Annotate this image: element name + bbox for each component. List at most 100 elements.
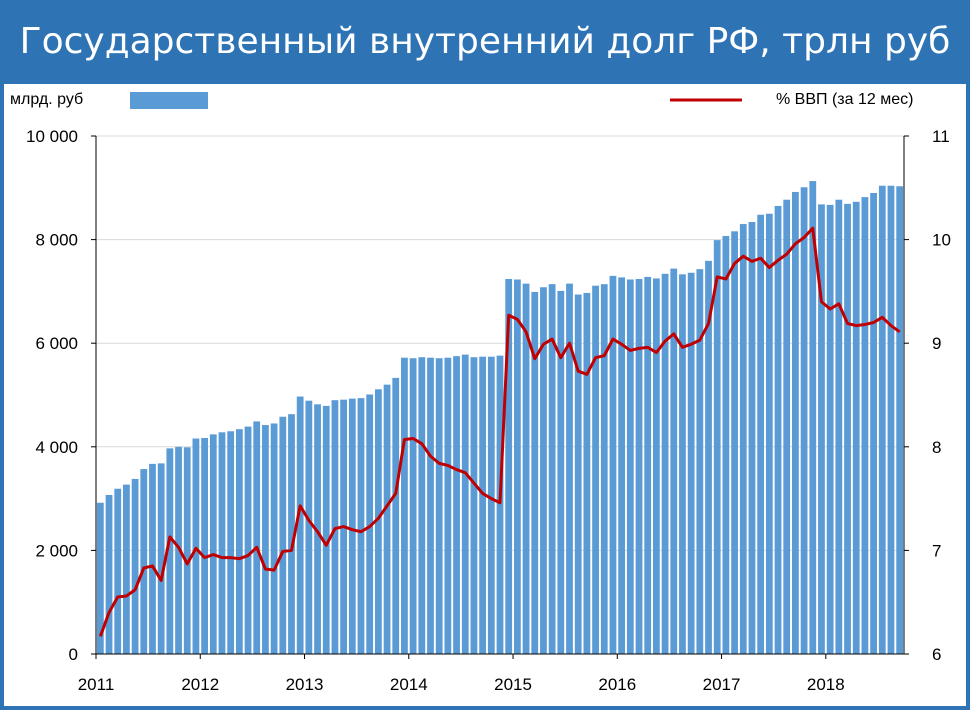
bar [626, 279, 634, 654]
bar [566, 283, 573, 654]
bar [809, 181, 817, 654]
axes: 0 2 000 4 000 6 000 8 000 10 000 6 7 8 9 10 11 2011 2… [26, 127, 951, 694]
bar [227, 431, 235, 654]
chart-panel: 0 2 000 4 000 6 000 8 000 10 000 6 7 8 9 10 11 2011 2… [4, 84, 966, 706]
bar [149, 463, 156, 654]
y-left-tick-label: 4 000 [35, 438, 78, 457]
bar [583, 292, 591, 654]
bar [392, 377, 400, 654]
bar [774, 205, 782, 654]
bar [792, 191, 799, 654]
chart: 0 2 000 4 000 6 000 8 000 10 000 6 7 8 9 10 11 2011 2… [10, 91, 951, 694]
bar [183, 447, 191, 654]
bar [540, 287, 547, 654]
bar [531, 291, 539, 654]
bar [418, 357, 426, 654]
bar [305, 400, 313, 654]
bar [653, 278, 660, 654]
x-tick-label: 2014 [390, 675, 428, 694]
page-title: Государственный внутренний долг РФ, трлн… [19, 21, 951, 62]
bar [522, 283, 530, 654]
x-tick-label: 2013 [286, 675, 324, 694]
bar [496, 355, 504, 654]
bar [140, 469, 148, 654]
bar [835, 199, 843, 654]
x-tick-label: 2015 [494, 675, 532, 694]
y-right-tick-label: 10 [932, 231, 951, 250]
bar [896, 186, 904, 654]
bar [713, 240, 721, 654]
bar [826, 204, 834, 654]
bar [461, 354, 469, 654]
legend-label-left: млрд. руб [10, 91, 83, 108]
bar [679, 274, 686, 654]
bar [348, 398, 356, 654]
bar [852, 201, 860, 654]
y-left-tick-label: 0 [69, 645, 78, 664]
bar [288, 414, 295, 654]
y-right-tick-label: 11 [932, 127, 950, 146]
bar [209, 434, 217, 654]
bar [123, 484, 130, 654]
bar [887, 185, 895, 654]
bar [670, 268, 678, 654]
bar [644, 276, 652, 654]
bar [114, 488, 122, 654]
line-series-path [98, 226, 901, 637]
bar-series [96, 181, 904, 655]
bar [696, 269, 704, 654]
bar [878, 185, 886, 654]
bar [253, 421, 261, 654]
bar [331, 400, 339, 654]
bar [470, 357, 478, 654]
bar [574, 294, 582, 654]
legend-label-right: % ВВП (за 12 мес) [776, 91, 913, 108]
bar [218, 432, 226, 654]
bar [374, 389, 382, 654]
bar [513, 279, 521, 654]
legend-bar-swatch [130, 92, 208, 109]
x-tick-label: 2016 [598, 675, 636, 694]
y-left-tick-label: 6 000 [35, 334, 78, 353]
bar [609, 275, 617, 654]
bar [401, 357, 408, 654]
bar [739, 224, 747, 654]
bar [705, 260, 712, 654]
x-tick-label: 2011 [78, 675, 115, 694]
bar [157, 463, 165, 654]
bar [322, 405, 330, 654]
bar [757, 214, 765, 655]
y-right-tick-label: 6 [932, 645, 941, 664]
bar [383, 384, 391, 654]
bar [844, 203, 851, 655]
bar [244, 426, 252, 654]
bar [618, 277, 626, 654]
bar [505, 278, 513, 654]
bar [548, 284, 556, 654]
bar [600, 284, 608, 654]
bar [783, 199, 791, 654]
bar [427, 357, 434, 654]
bar [592, 285, 599, 654]
bar [192, 438, 200, 654]
y-right-tick-label: 7 [932, 541, 941, 560]
legend: млрд. руб % ВВП (за 12 мес) [10, 91, 913, 109]
bar [96, 502, 104, 654]
bar [314, 404, 321, 654]
bar [453, 356, 460, 654]
y-left-tick-label: 8 000 [35, 231, 78, 250]
x-tick-label: 2012 [181, 675, 219, 694]
bar [270, 423, 278, 654]
y-right-tick-label: 9 [932, 334, 941, 353]
bar [357, 398, 365, 654]
bar [731, 231, 738, 654]
x-tick-label: 2017 [703, 675, 741, 694]
bar [201, 437, 208, 654]
bar [748, 221, 756, 655]
bar [557, 290, 565, 654]
x-tick-label: 2018 [807, 675, 845, 694]
bar [296, 396, 304, 654]
line-series [98, 226, 901, 637]
y-left-tick-label: 2 000 [35, 541, 78, 560]
y-right-tick-label: 8 [932, 438, 941, 457]
